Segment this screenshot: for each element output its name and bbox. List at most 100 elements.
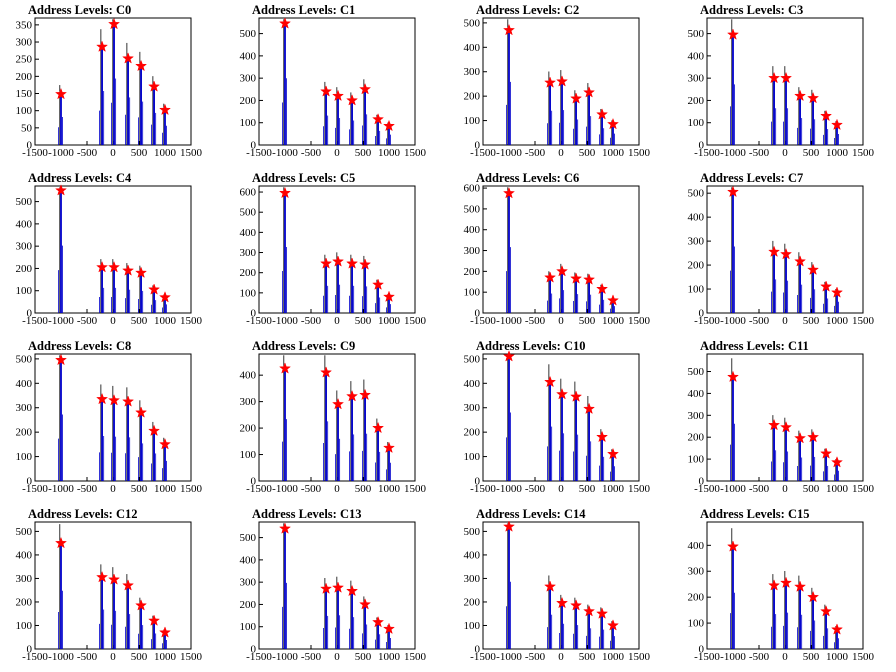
peak-marker xyxy=(556,75,569,87)
x-tick-label: 500 xyxy=(355,483,372,495)
x-tick-label: -1000 xyxy=(48,315,74,327)
y-tick-label: 200 xyxy=(688,432,705,444)
peak-marker xyxy=(96,40,109,52)
x-tick-label: 0 xyxy=(334,483,340,495)
y-tick-label: 500 xyxy=(16,526,33,538)
peak-marker xyxy=(768,418,781,431)
peak-marker xyxy=(346,94,359,106)
x-tick-label: -1500 xyxy=(246,315,272,327)
chart-title: Address Levels: C8 xyxy=(28,339,131,353)
y-tick-label: 50 xyxy=(21,122,33,134)
chart-panel-c5: Address Levels: C5 0 100 200 300 400 500 600 -15… xyxy=(224,168,448,336)
x-tick-label: 1000 xyxy=(826,651,849,663)
x-tick-label: -1000 xyxy=(496,315,522,327)
x-tick-label: 1500 xyxy=(180,147,203,159)
y-tick-label: 600 xyxy=(240,187,257,199)
x-tick-label: 1000 xyxy=(378,147,401,159)
x-tick-label: -1500 xyxy=(22,651,48,663)
peak-marker xyxy=(108,394,121,406)
peak-marker xyxy=(382,290,396,302)
y-tick-label: 400 xyxy=(464,42,481,54)
y-tick-label: 0 xyxy=(699,476,705,488)
chart-title: Address Levels: C15 xyxy=(700,507,810,521)
x-tick-label: 500 xyxy=(355,315,372,327)
peak-marker xyxy=(768,71,781,84)
x-tick-label: 0 xyxy=(558,651,564,663)
y-tick-label: 0 xyxy=(699,644,705,656)
chart-title: Address Levels: C5 xyxy=(252,171,355,185)
peak-marker xyxy=(54,184,68,196)
x-tick-label: -500 xyxy=(525,483,546,495)
y-tick-label: 100 xyxy=(688,117,705,129)
peak-marker xyxy=(544,375,557,388)
chart-title: Address Levels: C3 xyxy=(700,3,803,17)
y-tick-label: 100 xyxy=(464,287,481,299)
y-tick-label: 0 xyxy=(27,476,33,488)
peak-marker xyxy=(556,387,569,400)
x-tick-label: 0 xyxy=(558,147,564,159)
x-tick-label: 500 xyxy=(355,651,372,663)
peak-marker xyxy=(96,570,109,583)
chart-title: Address Levels: C7 xyxy=(700,171,803,185)
y-tick-label: 0 xyxy=(475,644,481,656)
chart-panel-c3: Address Levels: C3 0 100 200 300 400 500 -1500-… xyxy=(672,0,896,168)
peak-marker xyxy=(726,370,740,383)
peak-marker xyxy=(820,280,833,292)
peak-marker xyxy=(794,89,807,102)
x-tick-label: 0 xyxy=(334,315,340,327)
peak-marker xyxy=(135,59,148,72)
peak-marker xyxy=(320,257,333,269)
x-tick-label: -1000 xyxy=(720,651,746,663)
chart-svg-c0: Address Levels: C0 0 50 100 150 200 250 300 350 -… xyxy=(16,3,203,159)
peak-marker xyxy=(96,260,109,273)
chart-svg-c12: Address Levels: C12 0 100 200 300 400 500 -1500… xyxy=(16,507,203,663)
chart-svg-c5: Address Levels: C5 0 100 200 300 400 500 600 -15… xyxy=(240,171,427,327)
x-tick-label: -500 xyxy=(749,483,770,495)
peak-marker xyxy=(278,186,292,199)
y-tick-label: 200 xyxy=(16,71,33,83)
x-tick-label: 1000 xyxy=(378,483,401,495)
y-tick-label: 100 xyxy=(240,621,257,633)
peak-marker xyxy=(596,430,609,443)
peak-marker xyxy=(794,580,807,592)
peak-marker xyxy=(346,257,359,269)
chart-panel-c0: Address Levels: C0 0 50 100 150 200 250 300 350 -… xyxy=(0,0,224,168)
y-tick-label: 500 xyxy=(464,353,481,365)
y-tick-label: 200 xyxy=(464,266,481,278)
x-tick-label: 1000 xyxy=(602,651,625,663)
y-tick-label: 150 xyxy=(16,88,33,100)
peak-marker xyxy=(556,265,569,277)
x-tick-label: -1000 xyxy=(496,483,522,495)
y-tick-label: 100 xyxy=(464,451,481,463)
x-tick-label: 1000 xyxy=(154,651,177,663)
peak-marker xyxy=(54,87,68,100)
y-tick-label: 0 xyxy=(475,476,481,488)
y-tick-label: 500 xyxy=(16,196,33,208)
y-tick-label: 300 xyxy=(16,241,33,253)
x-tick-label: -500 xyxy=(301,651,322,663)
peak-marker xyxy=(583,605,596,617)
x-tick-label: 1500 xyxy=(404,651,427,663)
x-tick-label: 0 xyxy=(782,147,788,159)
x-tick-label: 0 xyxy=(110,315,116,327)
peak-marker xyxy=(320,366,333,378)
peak-marker xyxy=(320,582,333,594)
chart-svg-c8: Address Levels: C80100200300400500-1500-… xyxy=(16,339,203,495)
peak-marker xyxy=(830,118,844,131)
x-tick-label: 500 xyxy=(803,651,820,663)
peak-marker xyxy=(606,117,620,130)
peak-marker xyxy=(278,522,292,534)
y-tick-label: 400 xyxy=(16,218,33,230)
x-tick-label: -1000 xyxy=(272,483,298,495)
peak-marker xyxy=(332,255,345,267)
y-tick-label: 400 xyxy=(16,549,33,561)
chart-svg-c15: Address Levels: C15 0 100 200 300 400 -1500 -10… xyxy=(688,507,875,663)
x-tick-label: 0 xyxy=(782,651,788,663)
x-tick-label: 500 xyxy=(131,651,148,663)
x-tick-label: -500 xyxy=(749,651,770,663)
peak-marker xyxy=(820,447,833,459)
x-tick-label: -1500 xyxy=(22,315,48,327)
x-tick-label: 500 xyxy=(131,483,148,495)
peak-marker xyxy=(158,103,172,116)
x-tick-label: -500 xyxy=(301,315,322,327)
